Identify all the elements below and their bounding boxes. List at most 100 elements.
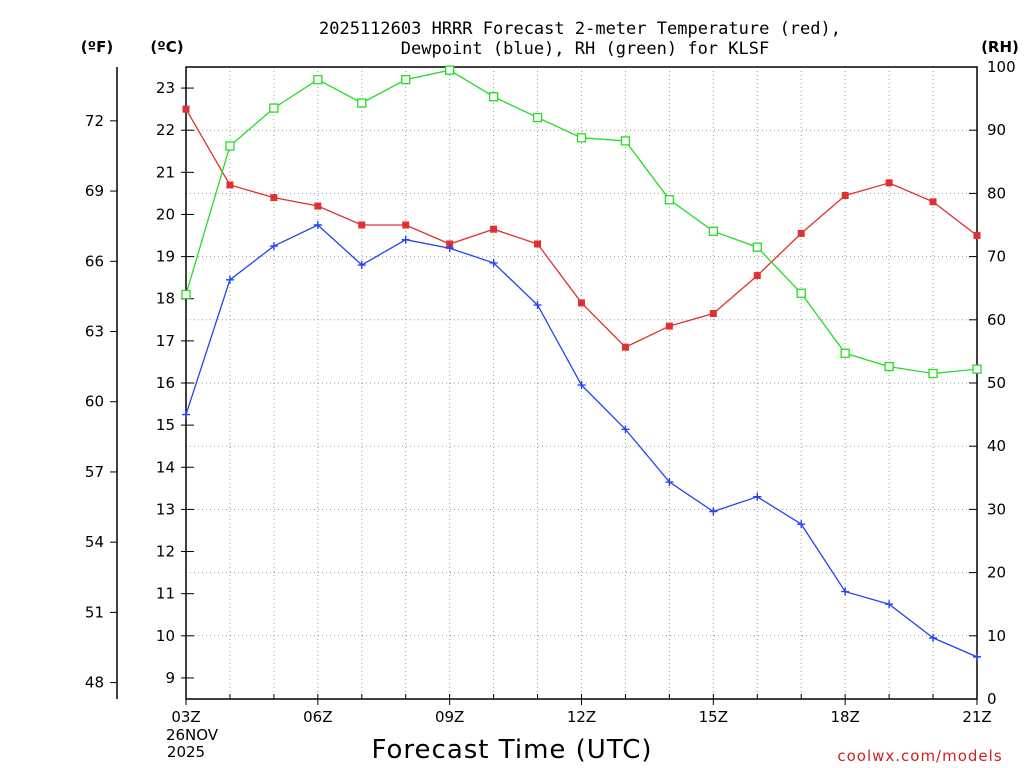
temperature-point bbox=[182, 105, 190, 113]
dewpoint-point bbox=[885, 600, 894, 609]
rh-point bbox=[357, 98, 367, 108]
rh-point bbox=[269, 103, 279, 113]
dewpoint-point bbox=[797, 520, 806, 529]
temperature-point bbox=[446, 240, 454, 248]
rh-point bbox=[225, 141, 235, 151]
dewpoint-point bbox=[533, 301, 542, 310]
rh-point bbox=[928, 368, 938, 379]
rh-tick-label: 50 bbox=[987, 374, 1006, 392]
celsius-tick-label: 21 bbox=[156, 163, 175, 181]
chart-title-line-1: 2025112603 HRRR Forecast 2-meter Tempera… bbox=[319, 19, 841, 39]
dewpoint-line bbox=[185, 224, 978, 658]
temperature-point bbox=[929, 198, 937, 206]
series-rh bbox=[181, 65, 982, 379]
series-dewpoint bbox=[182, 221, 981, 661]
date-label-day: 26NOV bbox=[166, 726, 219, 744]
temperature-point bbox=[358, 221, 366, 229]
celsius-tick-label: 13 bbox=[156, 500, 175, 518]
celsius-axis-unit: (ºC) bbox=[150, 38, 183, 56]
date-label-year: 2025 bbox=[167, 743, 205, 761]
celsius-tick-label: 10 bbox=[156, 627, 175, 645]
rh-tick-label: 60 bbox=[987, 311, 1006, 329]
temperature-point bbox=[797, 229, 805, 237]
rh-point bbox=[576, 133, 587, 143]
fahrenheit-tick-label: 48 bbox=[85, 674, 104, 692]
rh-tick-label: 90 bbox=[987, 121, 1006, 139]
temperature-point bbox=[402, 221, 410, 229]
dewpoint-point bbox=[489, 258, 498, 267]
dewpoint-point bbox=[313, 221, 322, 229]
dewpoint-point bbox=[621, 425, 630, 434]
celsius-tick-label: 15 bbox=[156, 416, 175, 434]
dewpoint-point bbox=[973, 652, 981, 661]
rh-point bbox=[532, 112, 543, 123]
rh-tick-label: 100 bbox=[987, 58, 1016, 76]
dewpoint-point bbox=[929, 633, 938, 642]
temperature-point bbox=[534, 240, 542, 248]
x-tick-label: 12Z bbox=[567, 708, 596, 726]
fahrenheit-tick-label: 66 bbox=[85, 252, 104, 270]
x-tick-label: 06Z bbox=[303, 708, 332, 726]
temperature-point bbox=[621, 343, 629, 351]
celsius-tick-label: 23 bbox=[156, 79, 175, 97]
dewpoint-point bbox=[709, 507, 718, 516]
rh-point bbox=[752, 242, 762, 252]
fahrenheit-axis-unit: (ºF) bbox=[81, 38, 113, 56]
x-tick-label: 09Z bbox=[435, 708, 464, 726]
rh-tick-label: 30 bbox=[987, 500, 1006, 518]
dewpoint-point bbox=[445, 244, 454, 253]
celsius-tick-label: 14 bbox=[156, 458, 175, 476]
dewpoint-point bbox=[577, 381, 586, 390]
data-series bbox=[181, 65, 982, 661]
temperature-point bbox=[314, 202, 322, 210]
rh-tick-label: 20 bbox=[987, 564, 1006, 582]
rh-point bbox=[620, 136, 631, 146]
rh-point bbox=[488, 92, 499, 102]
celsius-tick-label: 17 bbox=[156, 332, 175, 350]
rh-tick-label: 10 bbox=[987, 627, 1006, 645]
x-tick-label: 18Z bbox=[830, 708, 859, 726]
rh-tick-label: 80 bbox=[987, 184, 1006, 202]
fahrenheit-tick-label: 54 bbox=[85, 533, 104, 551]
dewpoint-point bbox=[401, 235, 410, 244]
rh-point bbox=[884, 361, 894, 372]
temperature-point bbox=[885, 179, 893, 187]
celsius-tick-label: 18 bbox=[156, 290, 175, 308]
dewpoint-point bbox=[753, 492, 762, 501]
dewpoint-point bbox=[182, 410, 190, 419]
chart-title-line-2: Dewpoint (blue), RH (green) for KLSF bbox=[401, 39, 769, 59]
dewpoint-point bbox=[841, 587, 850, 596]
credit-text: coolwx.com/models bbox=[837, 747, 1002, 765]
temperature-point bbox=[709, 309, 717, 317]
series-temperature bbox=[182, 105, 981, 351]
temperature-point bbox=[841, 192, 849, 200]
x-tick-label: 21Z bbox=[962, 708, 991, 726]
rh-point bbox=[796, 288, 806, 298]
dewpoint-point bbox=[665, 478, 674, 487]
x-axis-title: Forecast Time (UTC) bbox=[371, 735, 652, 765]
x-ticks: 03Z 06Z 09Z 12Z 15Z 18Z 21Z bbox=[171, 694, 992, 726]
rh-point bbox=[972, 364, 982, 374]
temperature-point bbox=[270, 194, 278, 202]
celsius-tick-label: 12 bbox=[156, 543, 175, 561]
celsius-tick-label: 20 bbox=[156, 205, 175, 223]
dewpoint-point bbox=[225, 275, 234, 284]
rh-point bbox=[708, 226, 718, 236]
rh-tick-label: 70 bbox=[987, 248, 1006, 266]
celsius-tick-label: 22 bbox=[156, 121, 175, 139]
rh-axis-unit: (RH) bbox=[981, 38, 1019, 56]
x-tick-label: 15Z bbox=[699, 708, 728, 726]
rh-point bbox=[445, 65, 455, 75]
temperature-point bbox=[753, 272, 761, 280]
celsius-tick-label: 11 bbox=[156, 585, 175, 603]
temperature-point bbox=[665, 322, 673, 330]
fahrenheit-tick-label: 60 bbox=[85, 393, 104, 411]
fahrenheit-tick-label: 72 bbox=[85, 112, 104, 130]
rh-tick-label: 0 bbox=[987, 690, 997, 708]
rh-point bbox=[664, 195, 675, 205]
fahrenheit-tick-label: 51 bbox=[85, 603, 104, 621]
celsius-tick-label: 16 bbox=[156, 374, 175, 392]
dewpoint-point bbox=[357, 261, 366, 270]
rh-point bbox=[181, 289, 191, 300]
